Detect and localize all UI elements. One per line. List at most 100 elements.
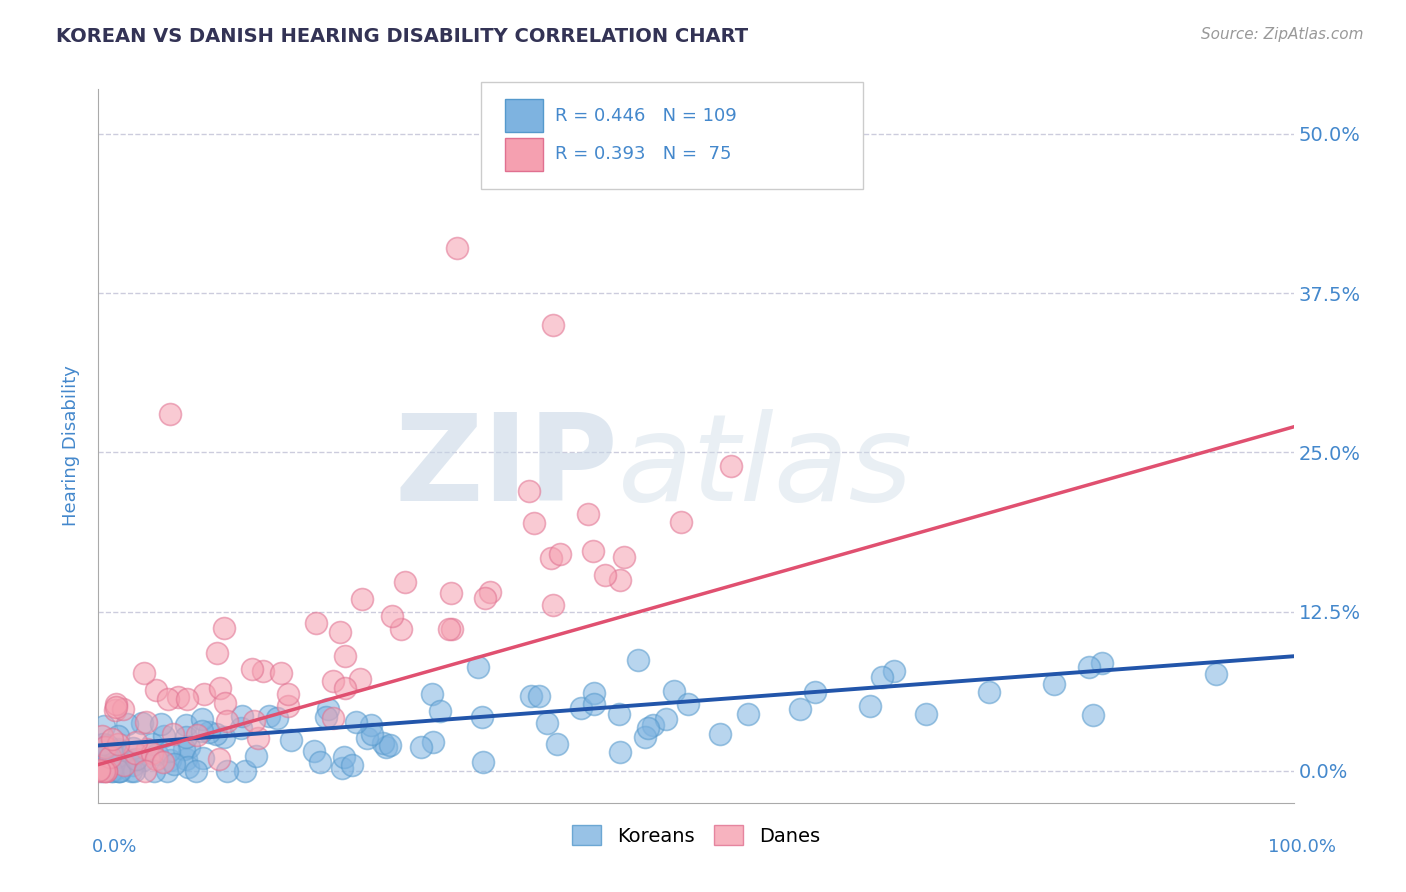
Point — [125, 752, 148, 766]
Point — [156, 691, 179, 706]
Point — [446, 242, 468, 256]
Point — [177, 739, 200, 754]
Point — [174, 730, 197, 744]
Point — [305, 615, 328, 630]
Point — [576, 507, 599, 521]
Point — [152, 729, 174, 743]
Point — [381, 609, 404, 624]
Point — [162, 727, 184, 741]
Point — [361, 727, 384, 741]
Y-axis label: Hearing Disability: Hearing Disability — [62, 366, 80, 526]
Point — [193, 687, 215, 701]
FancyBboxPatch shape — [481, 82, 863, 189]
Point — [215, 714, 238, 728]
Point — [626, 653, 648, 667]
Point — [409, 740, 432, 755]
Point — [163, 756, 186, 771]
Point — [322, 674, 344, 689]
Point — [104, 700, 127, 714]
Point — [583, 697, 606, 711]
Point — [174, 752, 197, 766]
Point — [208, 681, 231, 695]
Point — [112, 702, 135, 716]
Point — [541, 598, 564, 612]
Point — [94, 739, 117, 754]
Text: 100.0%: 100.0% — [1268, 838, 1336, 855]
Point — [634, 731, 657, 745]
Point — [429, 704, 451, 718]
Point — [316, 702, 339, 716]
Point — [330, 761, 353, 775]
Point — [803, 685, 825, 699]
Point — [582, 686, 605, 700]
Point — [519, 689, 541, 703]
Point — [349, 672, 371, 686]
Point — [145, 683, 167, 698]
Point — [915, 707, 938, 722]
Point — [472, 755, 495, 769]
Point — [167, 690, 190, 704]
Point — [132, 753, 155, 767]
Point — [104, 703, 127, 717]
Point — [720, 458, 742, 473]
Point — [1091, 656, 1114, 670]
Point — [517, 483, 540, 498]
Point — [112, 758, 135, 772]
Point — [582, 544, 605, 558]
Point — [125, 735, 148, 749]
Point — [142, 764, 165, 778]
Point — [540, 550, 562, 565]
Point — [471, 710, 494, 724]
Point — [474, 591, 496, 606]
Point — [315, 710, 337, 724]
Point — [145, 747, 167, 762]
Point — [87, 764, 110, 778]
Point — [883, 664, 905, 678]
Point — [90, 729, 112, 743]
Point — [609, 745, 631, 759]
Point — [333, 750, 356, 764]
Point — [120, 753, 142, 767]
Point — [302, 743, 325, 757]
Point — [229, 721, 252, 735]
Point — [214, 696, 236, 710]
Point — [247, 731, 270, 746]
Point — [159, 407, 181, 421]
Point — [120, 764, 142, 778]
Text: R = 0.446   N = 109: R = 0.446 N = 109 — [555, 107, 737, 125]
Point — [356, 731, 378, 745]
Point — [235, 764, 257, 778]
Point — [569, 701, 592, 715]
Point — [191, 751, 214, 765]
Point — [186, 764, 208, 778]
Point — [104, 743, 127, 757]
Point — [156, 764, 179, 778]
Point — [333, 681, 356, 696]
Point — [145, 752, 167, 766]
Point — [546, 737, 568, 751]
Point — [217, 764, 239, 778]
Point — [1083, 708, 1105, 723]
Point — [643, 718, 665, 732]
Point — [132, 665, 155, 680]
Point — [122, 757, 145, 772]
Point — [737, 707, 759, 722]
Point — [394, 575, 416, 590]
Point — [91, 761, 114, 775]
Point — [150, 716, 173, 731]
Point — [100, 764, 122, 778]
Point — [277, 686, 299, 700]
Point — [1205, 666, 1227, 681]
Point — [637, 721, 659, 735]
Point — [90, 764, 112, 778]
Point — [197, 725, 219, 739]
Point — [105, 698, 128, 712]
Point — [344, 715, 367, 730]
Point — [212, 621, 235, 635]
Point — [97, 750, 120, 764]
Point — [371, 736, 394, 750]
Point — [107, 729, 129, 743]
Point — [157, 744, 180, 758]
Point — [309, 755, 332, 769]
Point — [342, 758, 364, 772]
